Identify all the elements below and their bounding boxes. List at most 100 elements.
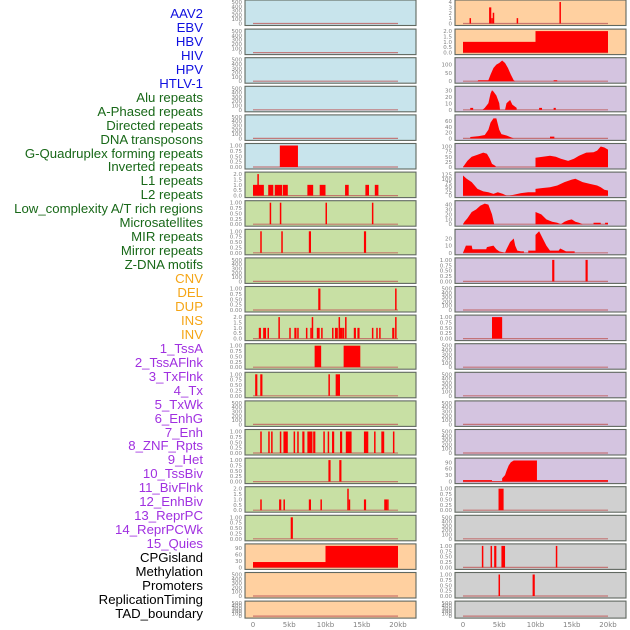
y-tick-label: 50	[445, 71, 452, 77]
signal-bar	[491, 18, 493, 24]
y-tick-label: 500	[442, 515, 453, 521]
signal-bar	[334, 327, 338, 339]
signal-bar	[279, 145, 298, 167]
signal-bar	[283, 499, 285, 511]
left-panel-bg	[244, 142, 417, 170]
signal-bar	[392, 327, 395, 339]
signal-bar	[339, 460, 342, 482]
y-tick-label: 1.5	[233, 320, 242, 326]
signal-area	[463, 231, 608, 253]
y-tick-label: 200	[442, 414, 453, 420]
signal-bar	[263, 327, 267, 339]
signal-bar	[260, 231, 262, 253]
y-tick-label: 0.50	[440, 583, 453, 589]
y-tick-label: 1.00	[230, 144, 243, 150]
right-panel-bg	[454, 257, 627, 284]
y-tick-label: 200	[232, 271, 243, 277]
track-label: 5_TxWk	[154, 396, 203, 412]
y-tick-label: 1.0	[233, 497, 242, 503]
y-tick-label: 0.50	[230, 469, 243, 475]
y-tick-label: 0	[449, 308, 453, 314]
y-tick-label: 0	[449, 251, 453, 257]
x-tick-label: 10kb	[527, 621, 545, 629]
signal-bar	[490, 545, 493, 568]
right-panel-bg	[454, 400, 627, 427]
y-tick-label: 200	[232, 585, 243, 591]
signal-bar	[311, 317, 314, 339]
y-tick-label: 300	[442, 438, 453, 444]
y-tick-label: 0.0	[233, 194, 242, 200]
y-tick-label: 20	[445, 131, 452, 137]
y-tick-label: 400	[442, 348, 453, 354]
y-tick-label: 300	[232, 95, 243, 101]
y-tick-label: 200	[232, 42, 243, 48]
track-label: Promoters	[142, 577, 203, 593]
y-tick-label: 100	[442, 63, 453, 69]
y-tick-label: 400	[232, 262, 243, 268]
y-tick-label: 30	[445, 208, 452, 214]
signal-bar	[345, 431, 352, 453]
signal-bar	[268, 184, 274, 196]
left-panel-bg	[244, 228, 417, 256]
signal-bar	[305, 327, 308, 339]
y-tick-label: 400	[442, 405, 453, 411]
signal-bar	[260, 374, 263, 396]
y-tick-label: 0	[449, 614, 453, 620]
y-tick-label: 300	[232, 38, 243, 44]
y-tick-label: 0.50	[230, 440, 243, 446]
left-panel-bg	[244, 200, 417, 227]
y-tick-label: 200	[442, 609, 453, 615]
y-tick-label: 2.0	[233, 172, 242, 178]
y-tick-label: 0.00	[440, 565, 453, 571]
signal-bar	[320, 499, 322, 511]
y-tick-label: 100	[442, 145, 453, 151]
y-tick-label: 60	[445, 119, 452, 125]
signal-bar	[339, 327, 343, 339]
track-label: ReplicationTiming	[98, 591, 203, 607]
y-tick-label: 0.00	[230, 251, 243, 257]
left-panel-bg	[244, 371, 417, 399]
signal-bar	[384, 499, 388, 511]
y-tick-label: 200	[442, 385, 453, 391]
signal-bar	[308, 231, 311, 253]
signal-bar	[310, 327, 312, 339]
signal-bar	[307, 431, 313, 453]
y-tick-label: 50	[445, 185, 452, 191]
right-panel-bg	[454, 285, 627, 313]
y-tick-label: 500	[232, 115, 243, 121]
y-tick-label: 200	[232, 71, 243, 77]
signal-bar	[257, 174, 259, 196]
track-label: Directed repeats	[106, 117, 203, 133]
signal-bar	[327, 431, 330, 453]
y-tick-label: 200	[232, 609, 243, 615]
y-tick-label: 500	[442, 344, 453, 350]
y-tick-label: 0	[449, 480, 453, 486]
y-tick-label: 0.75	[440, 320, 453, 326]
signal-bar	[345, 317, 347, 339]
left-panel-bg	[244, 400, 417, 427]
signal-bar	[294, 327, 297, 339]
track-label: CNV	[175, 271, 203, 287]
y-tick-label: 0.50	[440, 555, 453, 561]
track-label: 11_BivFlnk	[138, 480, 203, 496]
y-tick-label: 0	[449, 422, 453, 428]
y-tick-label: 400	[232, 91, 243, 97]
y-tick-label: 0.00	[230, 537, 243, 543]
y-tick-label: 400	[232, 405, 243, 411]
signal-bar	[328, 374, 330, 396]
y-tick-label: 300	[232, 410, 243, 416]
y-tick-label: 0.00	[230, 365, 243, 371]
track-label: A-Phased repeats	[97, 103, 203, 119]
x-tick-label: 5kb	[493, 621, 507, 629]
signal-bar	[325, 202, 327, 225]
track-label: Microsatellites	[119, 215, 203, 231]
y-tick-label: 0.50	[440, 497, 453, 503]
y-tick-label: 30	[235, 559, 242, 565]
y-tick-label: 0.50	[230, 211, 243, 217]
left-panel-bg	[244, 257, 417, 284]
track-label: INS	[181, 312, 203, 328]
x-tick-label: 0	[251, 621, 255, 629]
y-tick-label: 2	[449, 11, 453, 17]
y-tick-label: 75	[445, 181, 452, 187]
y-tick-label: 400	[232, 604, 243, 610]
